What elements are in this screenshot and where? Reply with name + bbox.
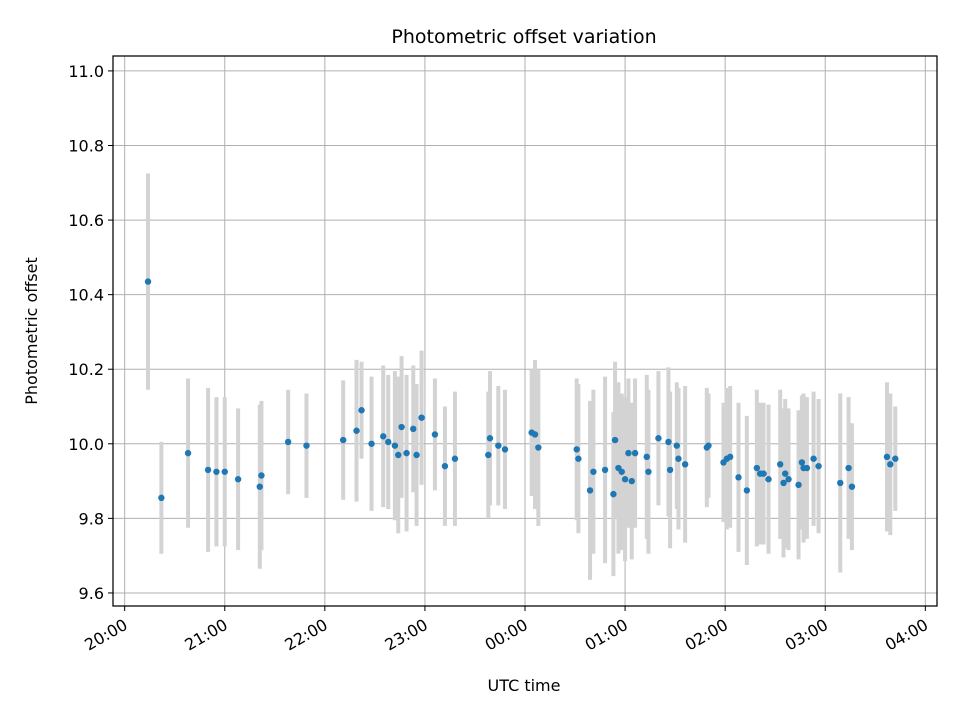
data-point <box>258 472 265 479</box>
data-point <box>368 440 375 447</box>
data-point <box>705 442 712 449</box>
data-point <box>575 455 582 462</box>
data-point <box>339 436 347 444</box>
data-point <box>785 476 792 483</box>
data-point <box>892 455 899 462</box>
y-axis-label: Photometric offset <box>22 257 41 405</box>
data-point <box>213 468 220 475</box>
data-point <box>666 466 674 474</box>
data-point <box>643 453 650 461</box>
y-tick-label: 11.0 <box>68 62 104 81</box>
data-point <box>391 442 399 449</box>
data-point <box>398 423 405 431</box>
data-point <box>803 464 811 472</box>
data-point <box>760 470 767 477</box>
data-point <box>495 442 502 449</box>
data-point <box>675 455 682 462</box>
y-tick-label: 10.6 <box>68 211 104 230</box>
data-point <box>535 444 542 451</box>
data-point <box>631 449 639 457</box>
data-point <box>601 466 609 474</box>
x-axis-label: UTC time <box>488 676 561 695</box>
data-point <box>221 468 228 475</box>
data-point <box>735 474 742 481</box>
y-tick-label: 10.0 <box>68 435 104 454</box>
data-point <box>665 438 672 446</box>
data-point <box>385 438 392 446</box>
data-point <box>611 436 619 444</box>
data-point <box>590 468 597 475</box>
data-point <box>837 479 844 487</box>
data-point <box>743 487 751 494</box>
data-point <box>795 481 802 489</box>
data-point <box>887 461 894 468</box>
data-point <box>451 455 459 462</box>
data-point <box>628 477 635 485</box>
data-point <box>353 427 360 434</box>
data-point <box>486 435 494 442</box>
data-point <box>144 278 152 285</box>
data-point <box>413 451 420 459</box>
y-tick-label: 10.4 <box>68 286 104 305</box>
y-tick-label: 9.6 <box>79 584 104 603</box>
data-point <box>810 455 817 462</box>
data-point <box>782 470 789 477</box>
data-point <box>753 464 761 472</box>
data-point <box>681 461 689 468</box>
data-point <box>380 433 387 440</box>
y-tick-label: 10.2 <box>68 360 104 379</box>
grid <box>113 56 937 606</box>
data-point <box>531 431 539 438</box>
data-point <box>780 479 787 487</box>
data-point <box>798 459 806 466</box>
data-point <box>618 468 625 475</box>
data-point <box>418 414 425 421</box>
data-point <box>284 438 292 446</box>
data-point <box>158 494 165 502</box>
data-point <box>431 431 439 438</box>
data-point <box>610 490 617 498</box>
data-point <box>625 449 632 457</box>
data-point <box>256 483 263 490</box>
data-point <box>765 476 772 483</box>
data-point <box>501 446 509 453</box>
data-point <box>655 435 662 442</box>
data-point <box>621 476 629 483</box>
data-point <box>726 453 734 461</box>
data-point <box>358 407 365 414</box>
data-point <box>777 461 784 468</box>
data-point <box>883 453 891 461</box>
y-tick-label: 9.8 <box>79 509 104 528</box>
data-point <box>303 442 310 449</box>
data-point <box>410 425 417 433</box>
data-point <box>234 476 242 483</box>
data-point <box>403 449 410 457</box>
data-point <box>184 449 192 457</box>
data-point <box>645 468 652 475</box>
data-point <box>586 487 594 494</box>
data-point <box>485 451 492 459</box>
y-tick-label: 10.8 <box>68 136 104 155</box>
data-point <box>395 451 402 459</box>
data-point <box>441 462 449 470</box>
data-point <box>573 446 580 453</box>
data-point <box>815 462 822 470</box>
data-point <box>673 442 680 449</box>
data-point <box>204 466 212 474</box>
data-point <box>845 464 852 472</box>
data-point <box>848 483 856 490</box>
data-points <box>144 278 899 502</box>
chart-title: Photometric offset variation <box>391 26 656 48</box>
